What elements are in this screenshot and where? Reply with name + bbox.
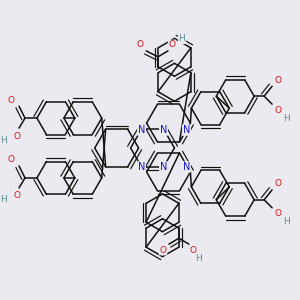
Text: H: H [178, 34, 185, 43]
Text: N: N [160, 162, 167, 172]
Text: H: H [195, 254, 202, 262]
Text: O: O [8, 96, 14, 105]
Text: O: O [160, 246, 167, 255]
Text: O: O [8, 155, 14, 164]
Text: H: H [0, 195, 7, 204]
Text: O: O [169, 40, 176, 50]
Text: H: H [283, 114, 290, 123]
Text: H: H [283, 217, 290, 226]
Text: N: N [183, 125, 190, 135]
Text: O: O [274, 179, 282, 188]
Text: N: N [138, 125, 145, 135]
Text: N: N [183, 162, 190, 172]
Text: O: O [274, 209, 282, 218]
Text: O: O [274, 76, 282, 85]
Text: N: N [160, 125, 167, 135]
Text: O: O [274, 106, 282, 115]
Text: H: H [0, 136, 7, 145]
Text: O: O [189, 246, 196, 255]
Text: O: O [14, 191, 20, 200]
Text: O: O [136, 40, 144, 50]
Text: O: O [14, 132, 20, 141]
Text: N: N [138, 162, 145, 172]
